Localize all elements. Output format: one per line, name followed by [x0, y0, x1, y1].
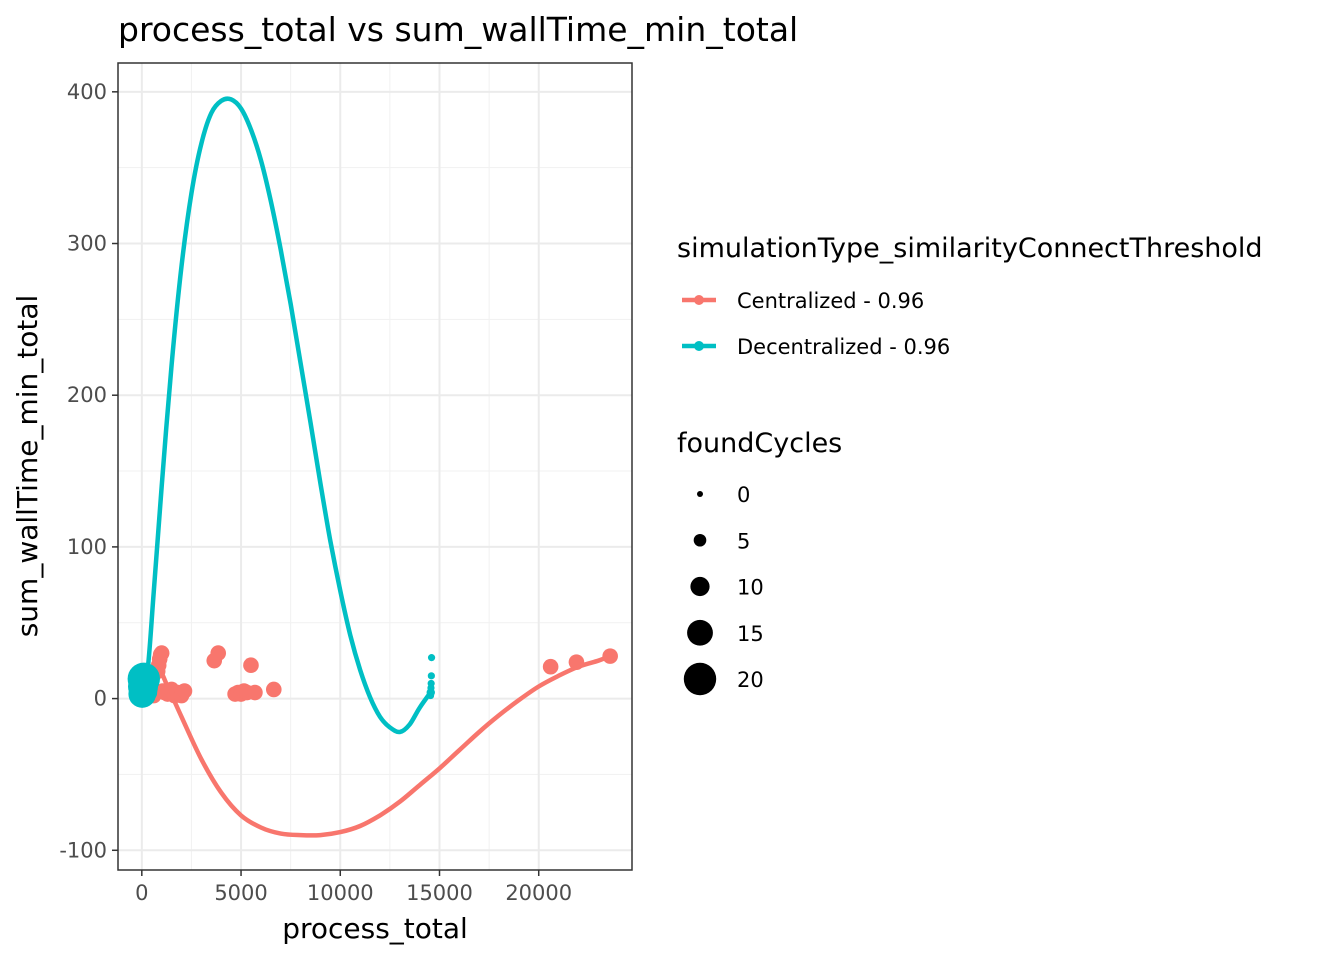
y-axis: -100 0 100 200 300 400 — [59, 80, 118, 862]
size-legend-label: 5 — [737, 529, 750, 553]
size-legend-key — [693, 533, 707, 547]
data-point-centralized — [265, 681, 282, 698]
smooth-lines — [139, 96, 613, 838]
panel-border — [117, 62, 633, 871]
size-legend-label: 15 — [737, 622, 764, 646]
data-point-centralized — [247, 684, 263, 701]
x-tick-label: 5000 — [214, 881, 267, 905]
y-tick-label: 100 — [67, 535, 107, 559]
y-tick-label: 300 — [67, 232, 107, 256]
x-tick-label: 10000 — [307, 881, 374, 905]
size-legend-title: foundCycles — [677, 428, 842, 459]
size-legend-label: 10 — [737, 576, 764, 600]
x-axis-title: process_total — [282, 912, 468, 945]
y-axis-title: sum_wallTime_min_total — [11, 295, 44, 638]
data-point-centralized — [176, 683, 193, 699]
size-legend-key — [683, 662, 717, 696]
x-axis: 0 5000 10000 15000 20000 — [135, 870, 572, 905]
y-tick-label: 0 — [94, 687, 107, 711]
smooth-line-decentralized — [139, 96, 434, 735]
y-tick-label: -100 — [59, 838, 107, 862]
y-tick-label: 400 — [67, 80, 107, 104]
legend-label: Centralized - 0.96 — [737, 289, 924, 313]
y-tick-label: 200 — [67, 383, 107, 407]
size-legend-label: 20 — [737, 668, 764, 692]
data-point-decentralized — [136, 665, 158, 687]
x-tick-label: 0 — [135, 881, 148, 905]
size-legend-key — [697, 491, 703, 497]
data-points — [127, 645, 618, 708]
data-point-centralized — [602, 648, 618, 664]
data-point-centralized — [568, 654, 585, 670]
chart-title: process_total vs sum_wallTime_min_total — [118, 10, 798, 49]
size-legend: foundCycles 0 5 10 15 20 — [677, 428, 842, 696]
data-point-centralized — [542, 658, 559, 675]
x-tick-label: 15000 — [406, 881, 473, 905]
data-point-decentralized — [427, 679, 435, 688]
color-legend: simulationType_similarityConnectThreshol… — [677, 233, 1263, 359]
data-point-centralized — [153, 645, 170, 661]
legend-key-point — [694, 295, 704, 305]
x-tick-label: 20000 — [505, 881, 572, 905]
smooth-line-centralized — [139, 653, 613, 838]
legend-label: Decentralized - 0.96 — [737, 335, 950, 359]
size-legend-key — [690, 576, 710, 597]
size-legend-label: 0 — [737, 483, 750, 507]
size-legend-key — [687, 619, 713, 646]
major-gridlines — [118, 63, 632, 870]
color-legend-title: simulationType_similarityConnectThreshol… — [677, 233, 1263, 264]
plot-panel — [117, 62, 633, 871]
legend-key-point — [694, 341, 704, 351]
data-point-centralized — [243, 657, 259, 674]
data-point-decentralized — [139, 683, 158, 702]
data-point-decentralized — [427, 672, 435, 680]
data-point-decentralized — [427, 654, 436, 662]
data-point-centralized — [210, 645, 227, 661]
